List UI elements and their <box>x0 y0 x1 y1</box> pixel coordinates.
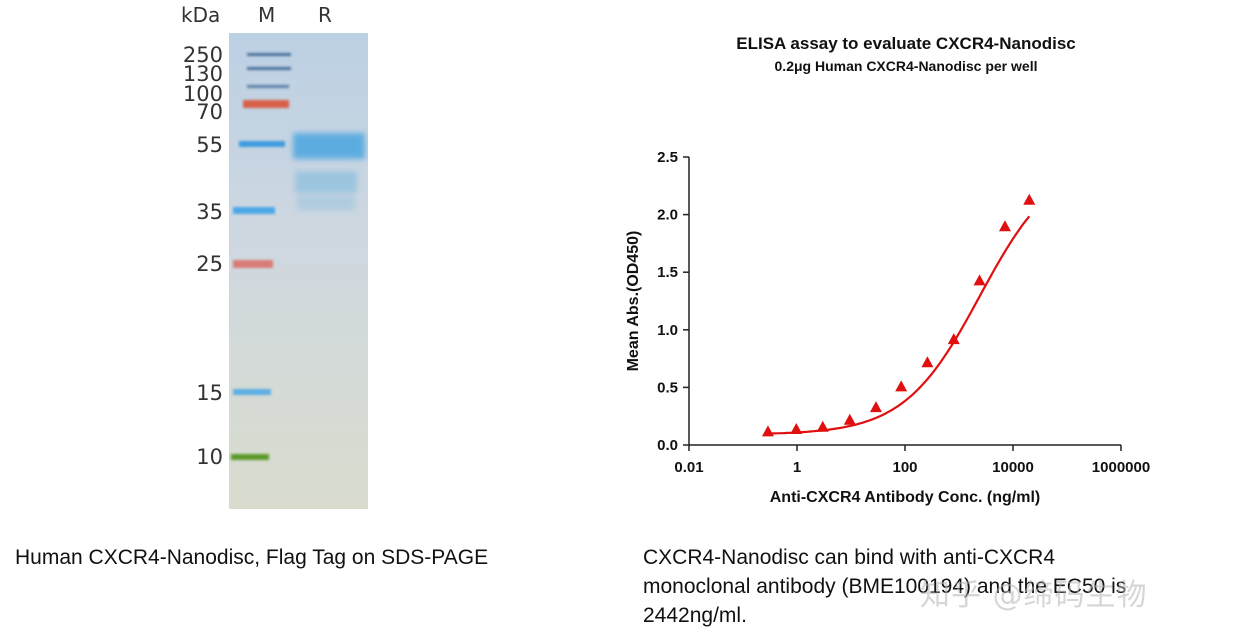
x-ticks: 0.01 1 100 10000 1000000 <box>674 445 1150 476</box>
y-tick-label: 0.5 <box>657 379 678 396</box>
marker-130: 130 <box>182 62 223 86</box>
gel-lane-m-header: M <box>258 3 276 27</box>
x-tick-label: 100 <box>892 459 917 476</box>
chart-caption-line-2: monoclonal antibody (BME100194) and the … <box>643 575 1127 598</box>
chart-subtitle: 0.2μg Human CXCR4-Nanodisc per well <box>775 58 1038 74</box>
chart-caption-line-1: CXCR4-Nanodisc can bind with anti-CXCR4 <box>643 546 1056 569</box>
data-point <box>869 401 882 413</box>
band-25 <box>233 260 273 268</box>
data-points <box>761 193 1036 437</box>
band-35 <box>233 207 275 214</box>
chart-caption: CXCR4-Nanodisc can bind with anti-CXCR4 … <box>643 543 1126 630</box>
x-tick-label: 10000 <box>992 459 1034 476</box>
gel-image <box>229 33 368 509</box>
chart-caption-line-3: 2442ng/ml. <box>643 604 747 627</box>
fit-curve <box>767 215 1031 435</box>
band-100 <box>247 85 289 88</box>
band-55 <box>239 141 285 147</box>
band-sample-minor <box>297 196 355 210</box>
y-tick-label: 2.5 <box>657 149 678 166</box>
x-tick-label: 1 <box>793 459 801 476</box>
y-tick-label: 0.0 <box>657 437 678 454</box>
gel-kda-header: kDa <box>181 3 221 27</box>
data-point <box>973 274 986 286</box>
band-sample-main <box>293 133 365 159</box>
band-130 <box>247 67 291 70</box>
marker-10: 10 <box>196 445 223 469</box>
marker-70: 70 <box>196 100 223 124</box>
y-tick-label: 2.0 <box>657 207 678 224</box>
gel-panel: kDa M R 250 130 100 70 55 35 25 15 10 <box>0 0 600 520</box>
band-70 <box>243 100 289 108</box>
data-point <box>947 333 960 345</box>
marker-35: 35 <box>196 200 223 224</box>
marker-250: 250 <box>182 43 223 67</box>
elisa-chart: ELISA assay to evaluate CXCR4-Nanodisc 0… <box>625 34 1150 506</box>
x-tick-label: 0.01 <box>674 459 703 476</box>
data-point <box>843 413 856 425</box>
band-sample-lower <box>295 171 357 193</box>
band-10 <box>231 454 269 460</box>
chart-title: ELISA assay to evaluate CXCR4-Nanodisc <box>736 34 1076 53</box>
data-point <box>1023 193 1036 205</box>
marker-15: 15 <box>196 381 223 405</box>
x-tick-label: 1000000 <box>1092 459 1150 476</box>
marker-25: 25 <box>196 252 223 276</box>
band-250 <box>247 53 291 56</box>
data-point <box>895 380 908 392</box>
marker-100: 100 <box>182 82 223 106</box>
band-15 <box>233 389 271 395</box>
data-point <box>761 425 774 437</box>
watermark: 知乎 @缔码生物 <box>920 578 1148 613</box>
data-point <box>816 420 829 432</box>
data-point <box>790 423 803 435</box>
gel-caption: Human CXCR4-Nanodisc, Flag Tag on SDS-PA… <box>15 546 489 569</box>
y-tick-label: 1.5 <box>657 264 678 281</box>
y-ticks: 0.0 0.5 1.0 1.5 2.0 2.5 <box>657 149 689 454</box>
data-point <box>998 220 1011 232</box>
y-axis-label: Mean Abs.(OD450) <box>625 231 642 372</box>
gel-lane-r-header: R <box>318 3 332 27</box>
x-axis-label: Anti-CXCR4 Antibody Conc. (ng/ml) <box>770 489 1041 506</box>
marker-55: 55 <box>196 133 223 157</box>
data-point <box>921 356 934 368</box>
y-tick-label: 1.0 <box>657 322 678 339</box>
